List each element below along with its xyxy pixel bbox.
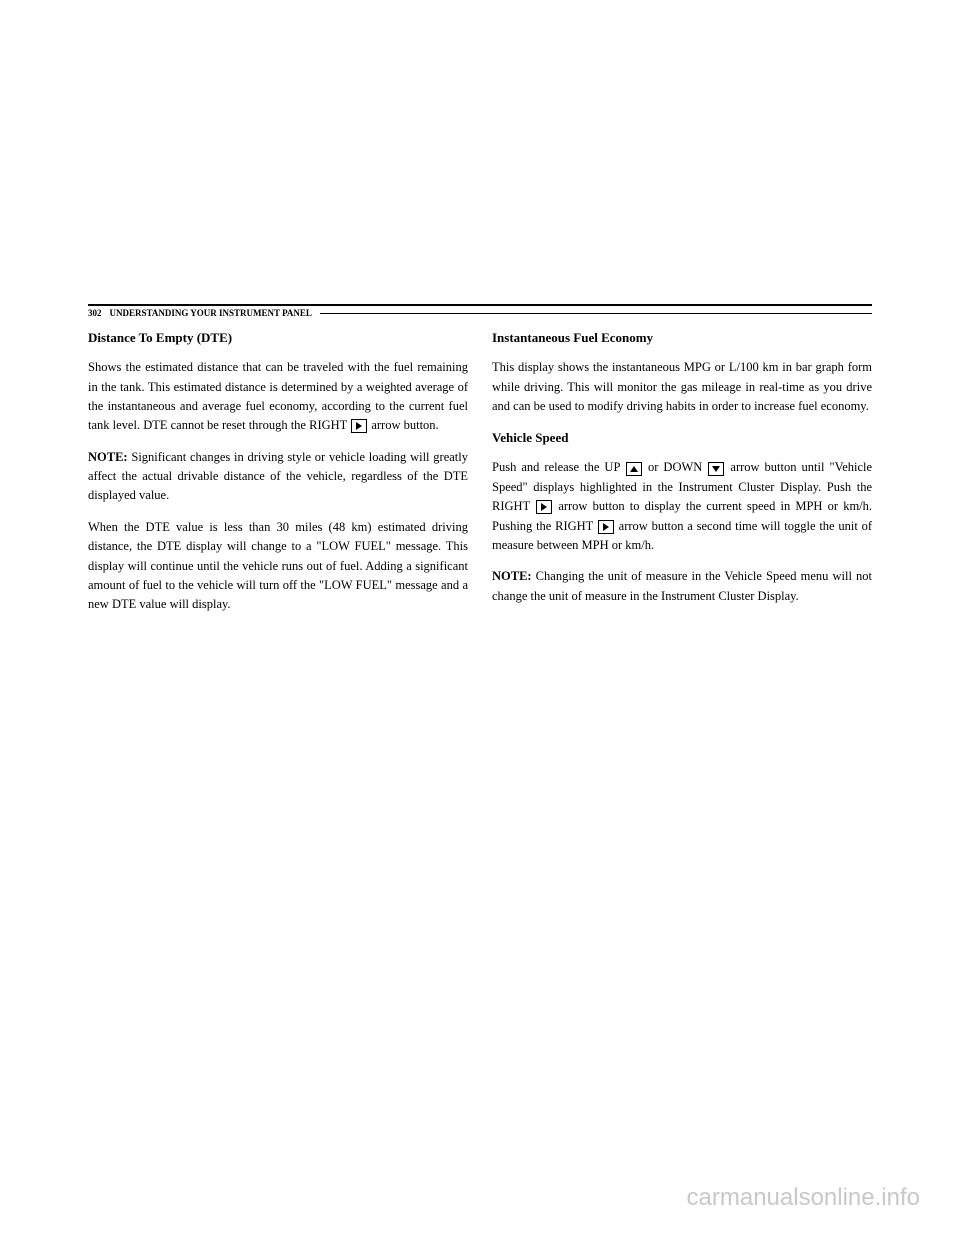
dte-para1-text2: arrow button. [371, 418, 438, 432]
right-column: Instantaneous Fuel Economy This display … [492, 328, 872, 627]
right-arrow-icon [351, 419, 367, 433]
page-header: 302 UNDERSTANDING YOUR INSTRUMENT PANEL [88, 304, 872, 318]
vs-note-text: Changing the unit of measure in the Vehi… [492, 569, 872, 602]
note-label: NOTE: [492, 569, 532, 583]
header-section-title: UNDERSTANDING YOUR INSTRUMENT PANEL [110, 308, 312, 318]
vs-text2: or DOWN [648, 460, 702, 474]
fuel-economy-para: This display shows the instantaneous MPG… [492, 358, 872, 416]
watermark: carmanualsonline.info [687, 1184, 920, 1212]
down-arrow-icon [708, 462, 724, 476]
dte-title: Distance To Empty (DTE) [88, 328, 468, 348]
dte-para2: When the DTE value is less than 30 miles… [88, 518, 468, 615]
dte-note: NOTE: Significant changes in driving sty… [88, 448, 468, 506]
vehicle-speed-para: Push and release the UP or DOWN arrow bu… [492, 458, 872, 555]
up-arrow-icon [626, 462, 642, 476]
page-number: 302 [88, 308, 102, 318]
right-arrow-icon [598, 520, 614, 534]
page-content: 302 UNDERSTANDING YOUR INSTRUMENT PANEL … [88, 304, 872, 627]
vehicle-speed-note: NOTE: Changing the unit of measure in th… [492, 567, 872, 606]
right-arrow-icon [536, 500, 552, 514]
header-divider [320, 313, 872, 314]
dte-para1: Shows the estimated distance that can be… [88, 358, 468, 436]
dte-note-text: Significant changes in driving style or … [88, 450, 468, 503]
fuel-economy-title: Instantaneous Fuel Economy [492, 328, 872, 348]
content-columns: Distance To Empty (DTE) Shows the estima… [88, 328, 872, 627]
note-label: NOTE: [88, 450, 128, 464]
vs-text1: Push and release the UP [492, 460, 620, 474]
vehicle-speed-title: Vehicle Speed [492, 428, 872, 448]
left-column: Distance To Empty (DTE) Shows the estima… [88, 328, 468, 627]
